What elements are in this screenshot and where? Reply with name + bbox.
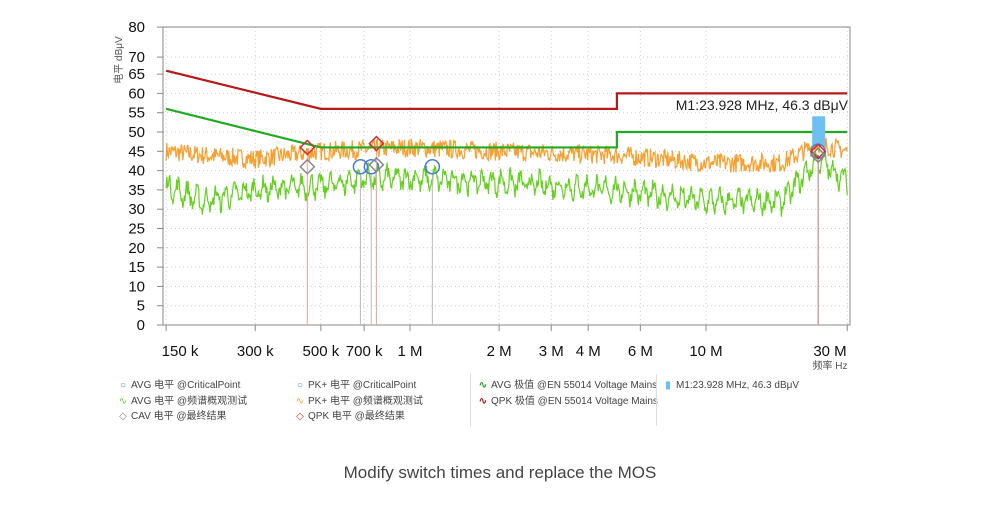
grid [163, 26, 850, 326]
y-tick-label: 30 [128, 201, 145, 218]
y-tick-label: 40 [128, 163, 145, 180]
legend-item[interactable]: ∿ AVG 极值 @EN 55014 Voltage Mains [478, 378, 658, 394]
qpk-diamond [299, 139, 316, 156]
y-tick-label: 60 [128, 85, 145, 102]
wave-icon: ∿ [118, 395, 128, 407]
diamond-icon: ◇ [296, 411, 304, 422]
legend-divider [656, 374, 657, 426]
x-tick-label: 150 k [162, 343, 199, 360]
critical-point-circle [424, 158, 441, 175]
points-group [299, 135, 827, 325]
legend-col-2: ○ PK+ 电平 @CriticalPoint ∿ PK+ 电平 @频谱概观测试 ◇… [295, 378, 423, 425]
y-tick-label: 25 [128, 221, 145, 238]
circle-icon: ○ [119, 380, 127, 391]
y-tick-label: 35 [128, 182, 145, 199]
legend-divider [470, 374, 471, 426]
legend-item[interactable]: ∿ QPK 极值 @EN 55014 Voltage Mains [478, 394, 658, 410]
x-tick-label: 6 M [628, 343, 653, 360]
avg-limit-line [165, 107, 848, 149]
legend-item[interactable]: ▮ M1:23.928 MHz, 46.3 dBμV [663, 378, 799, 394]
wave-icon: ∿ [478, 395, 488, 407]
legend-item[interactable]: ∿ AVG 电平 @频谱概观测试 [118, 394, 247, 410]
plot-frame [162, 26, 851, 326]
y-tick-label: 10 [128, 278, 145, 295]
y-tick-label: 50 [128, 124, 145, 141]
qpk-diamond [810, 143, 827, 160]
marker-m1-bar [812, 116, 826, 147]
y-tick-label: 55 [128, 105, 145, 122]
legend-item[interactable]: ◇ QPK 电平 @最终结果 [295, 409, 423, 425]
y-tick-label: 45 [128, 143, 145, 160]
critical-point-circle [363, 158, 380, 175]
x-tick-label: 500 k [303, 343, 340, 360]
legend-col-1: ○ AVG 电平 @CriticalPoint ∿ AVG 电平 @频谱概观测试 ◇… [118, 378, 247, 425]
x-tick-label: 300 k [237, 343, 274, 360]
x-tick-label: 10 M [689, 343, 722, 360]
marker-label: M1:23.928 MHz, 46.3 dBμV [676, 97, 849, 113]
x-tick-label: 3 M [539, 343, 564, 360]
series-group [165, 69, 848, 325]
x-tick-label: 700 k [346, 343, 383, 360]
y-tick-label: 70 [128, 49, 145, 66]
x-tick-label: 1 M [397, 343, 422, 360]
legend-item[interactable]: ∿ PK+ 电平 @频谱概观测试 [295, 394, 423, 410]
qpk-limit-line [165, 69, 848, 110]
x-axis-label: 频率 Hz [813, 359, 848, 372]
marker-bar-icon: ▮ [665, 380, 671, 391]
x-tick-label: 4 M [576, 343, 601, 360]
legend-item[interactable]: ◇ CAV 电平 @最终结果 [118, 409, 247, 425]
y-tick-label: 15 [128, 259, 145, 276]
wave-icon: ∿ [295, 395, 305, 407]
circle-icon: ○ [296, 380, 304, 391]
y-tick-label: 80 [128, 19, 145, 36]
y-tick-label: 5 [137, 298, 145, 315]
cav-diamond [810, 147, 827, 164]
legend-col-3: ∿ AVG 极值 @EN 55014 Voltage Mains ∿ QPK 极值 … [478, 378, 658, 409]
x-tick-label: 2 M [487, 343, 512, 360]
qpk-diamond [368, 135, 385, 152]
y-tick-label: 0 [137, 317, 145, 334]
y-tick-label: 20 [128, 240, 145, 257]
cav-diamond [368, 156, 385, 173]
y-axis-label: 电平 dBμV [112, 36, 125, 84]
legend-item[interactable]: ○ PK+ 电平 @CriticalPoint [295, 378, 423, 394]
critical-point-circle [352, 158, 369, 175]
wave-icon: ∿ [478, 380, 488, 391]
y-tick-label: 65 [128, 66, 145, 83]
avg-spectrum-trace [165, 150, 848, 217]
diamond-icon: ◇ [119, 411, 127, 422]
legend-item[interactable]: ○ AVG 电平 @CriticalPoint [118, 378, 247, 394]
cav-diamond [299, 158, 316, 175]
x-tick-label: 30 M [813, 343, 846, 360]
legend-col-4: ▮ M1:23.928 MHz, 46.3 dBμV [663, 378, 799, 394]
caption: Modify switch times and replace the MOS [343, 463, 657, 482]
pk-spectrum-trace [165, 136, 848, 173]
x-ticks: 150 k 300 k 500 k 700 k 1 M 2 M 3 M 4 M 6 M 10 M 3… [162, 325, 848, 360]
